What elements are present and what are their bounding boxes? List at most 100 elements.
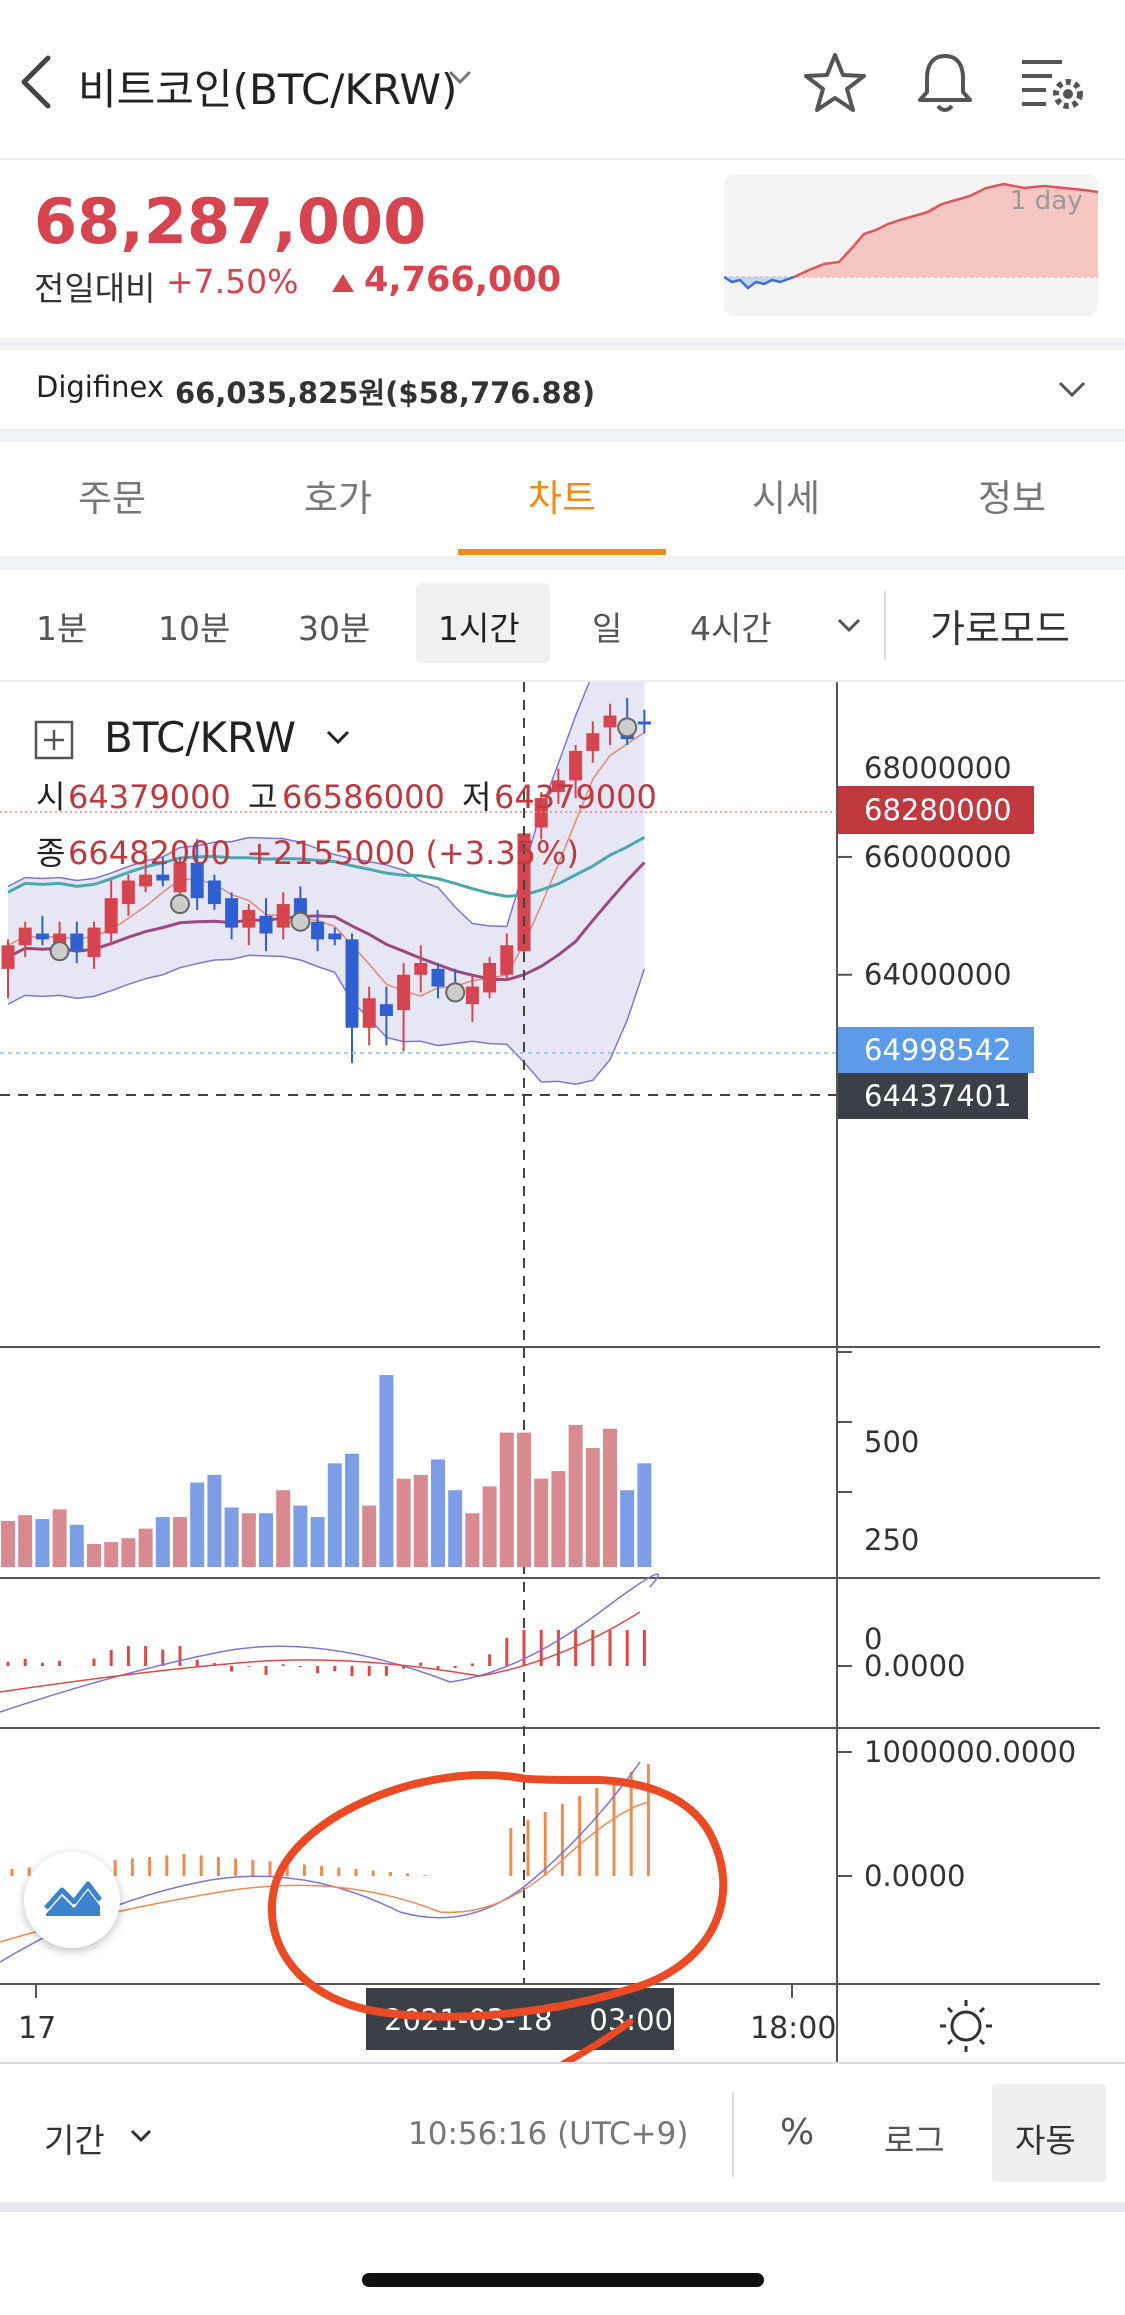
macd-signal (0, 1611, 641, 1693)
macd-tick: 0.0000 (864, 1649, 965, 1683)
volume-bar (18, 1515, 33, 1567)
candle-body (345, 939, 359, 1028)
bollinger-lower (7, 954, 646, 1085)
candle-body (311, 921, 325, 940)
volume-bar (585, 1447, 600, 1567)
volume-bar (121, 1538, 136, 1567)
tab-order[interactable]: 주문 (77, 477, 147, 520)
volume-bar (465, 1513, 480, 1567)
bell-icon[interactable] (910, 48, 980, 118)
ohlc-close-label: 종 (36, 834, 65, 872)
divider (884, 590, 886, 660)
chart-type-button[interactable] (24, 1852, 120, 1948)
chart-bottom-bar (0, 2062, 1125, 2202)
candle-body (276, 904, 290, 928)
candle-body (121, 880, 135, 905)
candle-body (431, 968, 445, 987)
back-arrow-icon[interactable] (14, 52, 60, 112)
auto-scale-button[interactable]: 자동 (1015, 2121, 1076, 2160)
chevron-down-icon[interactable] (445, 62, 475, 92)
candle-body (414, 962, 428, 975)
current-price-tag-text: 68280000 (864, 793, 1012, 827)
volume-bar (1, 1520, 15, 1567)
period-selector[interactable]: 기간 (44, 2121, 105, 2160)
volume-bar (173, 1517, 187, 1567)
candle-body (173, 862, 187, 893)
volume-bar (327, 1463, 342, 1567)
chart-settings-icon[interactable] (1018, 54, 1088, 114)
volume-bar (138, 1528, 153, 1567)
tab-bar (0, 442, 1125, 558)
tab-quotes[interactable]: 시세 (751, 477, 821, 520)
change-amount: 4,766,000 (364, 260, 562, 300)
ohlc-high: 66586000 (282, 778, 445, 816)
volume-bar (362, 1505, 377, 1567)
chart-type-icon (44, 1881, 102, 1916)
candle-body (1, 945, 15, 969)
candle-body (207, 880, 221, 905)
candle-body (534, 798, 548, 828)
interval-1min[interactable]: 1분 (36, 609, 88, 648)
exchange-price: 66,035,825원($58,776.88) (175, 376, 596, 410)
divider (732, 2092, 734, 2178)
volume-bar (69, 1524, 84, 1567)
chevron-down-icon (326, 730, 350, 745)
event-marker (617, 717, 638, 738)
page-title[interactable]: 비트코인(BTC/KRW) (78, 65, 458, 114)
home-indicator[interactable] (362, 2273, 764, 2287)
ohlc-close: 66482000 (68, 834, 231, 872)
current-price: 68,287,000 (34, 185, 427, 258)
interval-30min[interactable]: 30분 (298, 609, 371, 648)
star-icon[interactable] (800, 50, 870, 116)
exchange-row[interactable] (0, 350, 1125, 430)
ma-price-tag-text: 64998542 (864, 1033, 1012, 1067)
volume-bar (448, 1490, 463, 1567)
ohlc-low: 64379000 (494, 778, 657, 816)
add-indicator-icon (34, 720, 74, 760)
price-chart[interactable]: 660000006400000062000000 BTC/KRW 시 64379… (0, 682, 1125, 2062)
interval-4hour[interactable]: 4시간 (690, 609, 772, 648)
candle-body (586, 733, 600, 751)
price-tick-label: 64000000 (864, 958, 1012, 992)
percent-scale-button[interactable]: % (780, 2112, 815, 2153)
volume-bar (241, 1513, 256, 1567)
theme-toggle-icon[interactable] (940, 2000, 992, 2052)
volume-bar (551, 1471, 566, 1567)
osc-line (0, 1761, 641, 1963)
volume-bar (52, 1509, 67, 1567)
vol-tick: 500 (864, 1425, 919, 1459)
oscillator-pane (0, 1761, 651, 1963)
mini-price-chart[interactable] (724, 174, 1098, 316)
ohlc-change: +2155000 (+3.35%) (246, 834, 579, 872)
tab-chart[interactable]: 차트 (527, 477, 597, 520)
candles (1, 697, 651, 1064)
event-marker (170, 894, 190, 915)
chevron-down-icon[interactable] (1055, 372, 1089, 406)
candle-body (465, 986, 479, 1005)
interval-10min[interactable]: 10분 (158, 609, 231, 648)
osc-tick: 1000000.0000 (864, 1735, 1076, 1769)
chevron-down-icon[interactable] (128, 2122, 154, 2148)
ohlc-open-label: 시 (36, 778, 65, 816)
interval-day[interactable]: 일 (592, 609, 623, 648)
candle-body (603, 715, 617, 728)
chart-symbol: BTC/KRW (104, 713, 296, 762)
chevron-down-icon[interactable] (834, 610, 864, 640)
candle-body (53, 933, 67, 946)
candle-body (379, 1004, 393, 1016)
time-tick-left: 17 (18, 2011, 56, 2046)
candle-body (500, 945, 514, 975)
candle-body (190, 862, 204, 899)
vol-tick: 0 (864, 1622, 882, 1656)
interval-1hour[interactable]: 1시간 (438, 609, 520, 648)
tab-orderbook[interactable]: 호가 (303, 477, 373, 520)
log-scale-button[interactable]: 로그 (884, 2121, 945, 2160)
crosshair-price-tag-text: 64437401 (864, 1079, 1012, 1113)
annotation-circle (267, 1771, 728, 2021)
vol-tick: 250 (864, 1523, 919, 1557)
volume-bar (35, 1519, 50, 1567)
candle-body (569, 750, 583, 781)
tab-info[interactable]: 정보 (977, 477, 1047, 520)
landscape-mode-button[interactable]: 가로모드 (930, 607, 1070, 651)
volume-bar (396, 1478, 411, 1567)
